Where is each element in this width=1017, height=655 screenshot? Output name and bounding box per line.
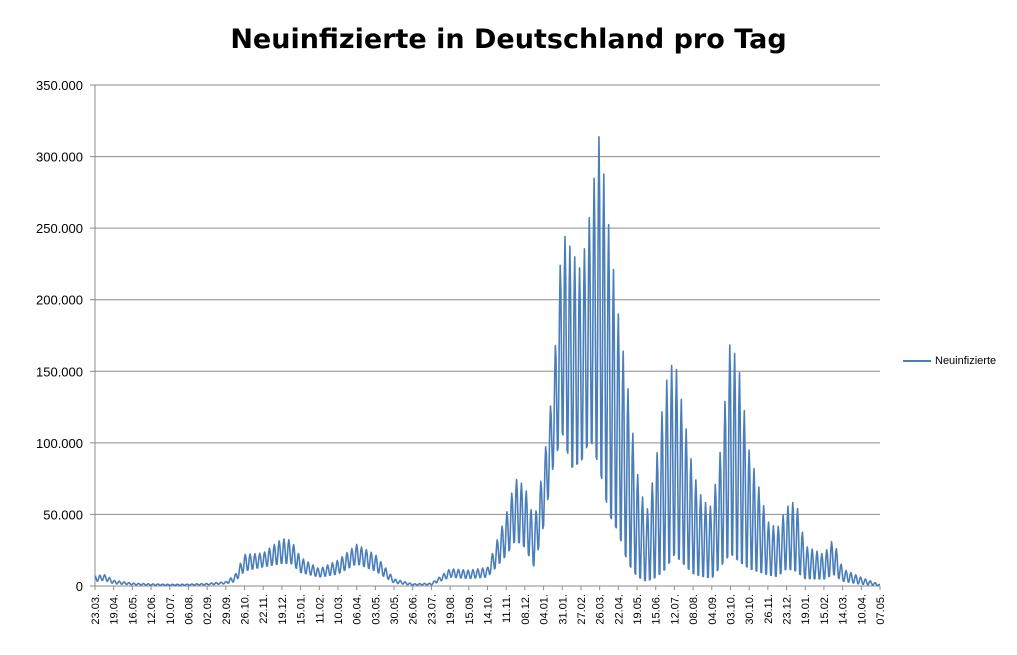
x-tick-label: 22.11.	[258, 594, 270, 624]
x-tick-label: 19.12.	[277, 594, 289, 625]
x-tick-label: 16.05.	[127, 594, 139, 625]
y-tick-label: 100.000	[36, 436, 83, 451]
x-tick-label: 03.10.	[725, 594, 737, 625]
y-tick-label: 300.000	[36, 150, 83, 165]
x-tick-label: 15.01.	[296, 594, 308, 625]
x-tick-label: 10.04.	[856, 594, 868, 625]
x-tick-label: 19.01.	[800, 594, 812, 625]
chart-title: Neuinfizierte in Deutschland pro Tag	[230, 24, 787, 55]
legend-label: Neuinfizierte	[935, 355, 997, 367]
x-tick-label: 07.05.	[875, 594, 887, 625]
x-tick-label: 22.04.	[613, 594, 625, 625]
y-axis: 0 50.000 100.000 150.000 200.000 250.000 300.0…	[36, 78, 96, 594]
x-tick-label: 04.01.	[539, 594, 551, 625]
x-tick-label: 03.05.	[370, 594, 382, 625]
x-tick-label: 19.05.	[632, 594, 644, 625]
x-tick-label: 31.01.	[557, 594, 569, 625]
series-line-0	[94, 135, 881, 587]
x-tick-label: 10.03.	[333, 594, 345, 625]
y-tick-label: 250.000	[36, 221, 83, 236]
x-tick-label: 23.03.	[90, 594, 102, 625]
x-tick-label: 14.03.	[838, 594, 850, 625]
y-tick-label: 350.000	[36, 78, 83, 93]
series-lines	[94, 135, 881, 587]
x-tick-label: 12.06.	[146, 594, 158, 625]
x-tick-label: 15.09.	[464, 594, 476, 625]
legend: Neuinfizierte	[903, 352, 996, 370]
x-tick-label: 23.07.	[426, 594, 438, 625]
x-tick-label: 11.02.	[314, 594, 326, 624]
x-tick-label: 12.07.	[669, 594, 681, 625]
x-tick-label: 04.09.	[707, 594, 719, 625]
x-tick-label: 14.10.	[483, 594, 495, 625]
y-tick-label: 200.000	[36, 293, 83, 308]
x-tick-label: 26.10.	[240, 594, 252, 625]
x-tick-label: 11.11.	[501, 594, 513, 623]
y-tick-label: 50.000	[43, 507, 83, 522]
x-tick-label: 26.03.	[595, 594, 607, 625]
x-axis: 23.03. 19.04. 16.05. 12.06. 10.07. 06.08. 02.0…	[90, 585, 887, 625]
x-tick-label: 06.04.	[352, 594, 364, 625]
x-tick-label: 15.06.	[651, 594, 663, 625]
x-tick-label: 08.08.	[688, 594, 700, 625]
x-tick-label: 15.02.	[819, 594, 831, 625]
x-tick-label: 26.11.	[763, 594, 775, 624]
gridlines	[95, 84, 880, 515]
x-tick-label: 10.07.	[165, 594, 177, 625]
x-tick-label: 19.04.	[109, 594, 121, 625]
x-tick-label: 02.09.	[202, 594, 214, 625]
x-tick-label: 23.12.	[782, 594, 794, 625]
x-tick-label: 06.08.	[183, 594, 195, 625]
x-tick-label: 30.05.	[389, 594, 401, 625]
x-tick-label: 19.08.	[445, 594, 457, 625]
x-tick-label: 26.06.	[408, 594, 420, 625]
x-tick-label: 30.10.	[744, 594, 756, 625]
x-tick-label: 27.02.	[576, 594, 588, 625]
legend-swatch-icon	[903, 360, 931, 362]
y-tick-label: 0	[76, 579, 83, 594]
x-tick-label: 08.12.	[520, 594, 532, 625]
y-tick-label: 150.000	[36, 364, 83, 379]
x-tick-label: 29.09.	[221, 594, 233, 625]
